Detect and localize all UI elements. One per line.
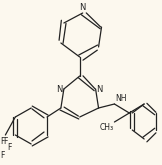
Text: F: F: [7, 144, 12, 152]
Text: N: N: [80, 3, 86, 12]
Text: CH₃: CH₃: [99, 123, 113, 132]
Text: F: F: [0, 151, 5, 161]
Text: F: F: [0, 136, 5, 146]
Text: N: N: [57, 84, 63, 94]
Text: N: N: [97, 84, 103, 94]
Text: F: F: [3, 137, 8, 146]
Text: NH: NH: [115, 94, 127, 103]
